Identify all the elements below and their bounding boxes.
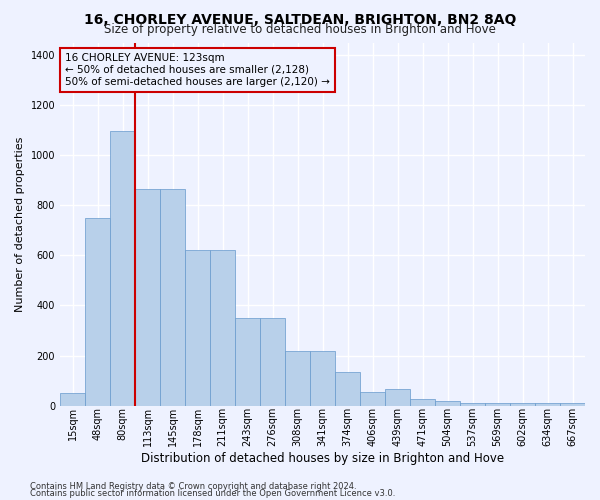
Bar xyxy=(60,393,85,406)
Bar xyxy=(410,400,435,406)
Bar xyxy=(185,250,210,406)
Bar xyxy=(460,402,485,406)
Bar xyxy=(260,318,285,406)
Bar xyxy=(485,403,510,406)
Y-axis label: Number of detached properties: Number of detached properties xyxy=(15,136,25,312)
Bar xyxy=(135,189,160,406)
Bar xyxy=(310,350,335,406)
Text: Contains public sector information licensed under the Open Government Licence v3: Contains public sector information licen… xyxy=(30,489,395,498)
Bar xyxy=(235,318,260,406)
Text: Size of property relative to detached houses in Brighton and Hove: Size of property relative to detached ho… xyxy=(104,22,496,36)
Bar xyxy=(560,402,585,406)
Bar xyxy=(110,132,135,406)
Bar xyxy=(510,403,535,406)
Bar xyxy=(85,218,110,406)
Text: 16 CHORLEY AVENUE: 123sqm
← 50% of detached houses are smaller (2,128)
50% of se: 16 CHORLEY AVENUE: 123sqm ← 50% of detac… xyxy=(65,54,330,86)
Bar xyxy=(210,250,235,406)
Text: 16, CHORLEY AVENUE, SALTDEAN, BRIGHTON, BN2 8AQ: 16, CHORLEY AVENUE, SALTDEAN, BRIGHTON, … xyxy=(84,12,516,26)
Bar xyxy=(285,350,310,406)
X-axis label: Distribution of detached houses by size in Brighton and Hove: Distribution of detached houses by size … xyxy=(141,452,504,465)
Bar xyxy=(160,189,185,406)
Bar xyxy=(535,403,560,406)
Bar xyxy=(385,390,410,406)
Bar xyxy=(360,392,385,406)
Text: Contains HM Land Registry data © Crown copyright and database right 2024.: Contains HM Land Registry data © Crown c… xyxy=(30,482,356,491)
Bar xyxy=(435,400,460,406)
Bar xyxy=(335,372,360,406)
